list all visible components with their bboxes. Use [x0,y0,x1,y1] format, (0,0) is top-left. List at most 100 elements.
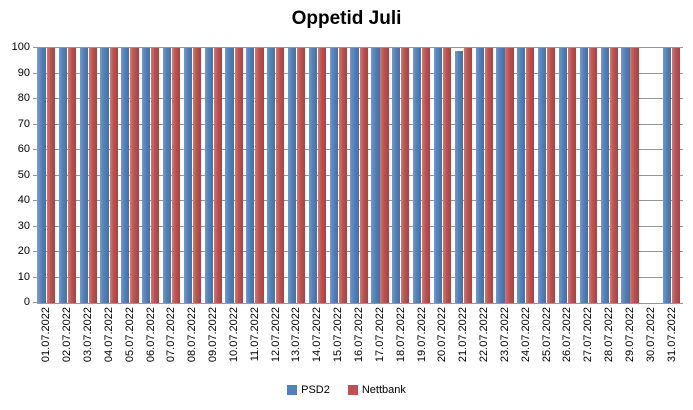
x-axis-label: 03.07.2022 [82,307,95,363]
bar-psd2-05.07.2022 [121,48,130,303]
bar-psd2-14.07.2022 [308,48,317,303]
x-axis-label: 12.07.2022 [269,307,282,363]
bar-nettbank-19.07.2022 [422,48,431,303]
x-axis-label: 30.07.2022 [644,307,657,363]
bar-nettbank-22.07.2022 [484,48,493,303]
y-axis-tick-label: 30 [17,219,30,232]
y-axis-tick-label: 70 [17,117,30,130]
bar-psd2-10.07.2022 [225,48,234,303]
bar-psd2-27.07.2022 [579,48,588,303]
x-axis-label: 05.07.2022 [123,307,136,363]
y-axis-tick-label: 100 [11,41,30,53]
bar-psd2-07.07.2022 [162,48,172,303]
x-axis-label: 02.07.2022 [61,307,74,363]
x-axis-label: 26.07.2022 [561,307,574,363]
legend-swatch-nettbank [347,385,358,395]
x-axis-label: 20.07.2022 [436,307,449,363]
bar-nettbank-31.07.2022 [672,48,681,303]
x-axis-label: 15.07.2022 [332,307,345,363]
y-axis-tick-label: 20 [17,245,30,257]
bar-nettbank-04.07.2022 [109,48,118,303]
y-axis-line [37,48,38,304]
bar-nettbank-23.07.2022 [505,48,514,303]
chart-title: Oppetid Juli [291,8,402,29]
x-axis-label: 23.07.2022 [498,307,511,363]
legend-label-nettbank: Nettbank [361,384,406,396]
bar-psd2-15.07.2022 [329,48,338,303]
bar-psd2-18.07.2022 [392,48,401,303]
y-axis-tick [33,174,37,176]
bar-psd2-03.07.2022 [79,48,88,303]
bar-nettbank-08.07.2022 [192,48,202,303]
bar-nettbank-05.07.2022 [130,48,139,303]
bar-nettbank-21.07.2022 [463,48,472,303]
bar-nettbank-13.07.2022 [297,48,306,303]
x-axis-label: 25.07.2022 [540,307,553,363]
y-axis-tick-label: 80 [17,92,30,104]
bar-nettbank-25.07.2022 [547,48,556,303]
bar-psd2-12.07.2022 [267,48,276,303]
bar-nettbank-29.07.2022 [630,48,639,303]
x-axis-label: 28.07.2022 [603,307,616,363]
bar-psd2-20.07.2022 [433,48,443,303]
bar-nettbank-12.07.2022 [276,48,285,303]
bar-psd2-26.07.2022 [558,48,568,303]
x-axis-label: 06.07.2022 [144,307,157,363]
bar-psd2-13.07.2022 [287,48,297,303]
legend-swatch-psd2 [287,385,298,395]
bar-psd2-31.07.2022 [663,48,672,303]
bar-nettbank-01.07.2022 [47,48,56,303]
bar-psd2-21.07.2022 [454,50,463,303]
bar-nettbank-17.07.2022 [380,48,389,303]
x-axis-label: 09.07.2022 [207,307,220,363]
bar-psd2-02.07.2022 [58,48,67,303]
x-axis-label: 17.07.2022 [373,307,386,363]
y-axis-tick [33,149,37,150]
x-axis-label: 07.07.2022 [165,307,178,363]
legend-label-psd2: PSD2 [301,384,330,396]
bar-psd2-06.07.2022 [142,48,151,303]
y-axis-tick-label: 60 [17,143,30,155]
bar-nettbank-28.07.2022 [609,48,618,303]
bar-psd2-29.07.2022 [621,48,630,303]
x-axis-label: 27.07.2022 [582,307,595,363]
bar-nettbank-06.07.2022 [151,48,160,303]
y-axis-tick [33,47,37,48]
bar-psd2-11.07.2022 [246,48,255,303]
x-axis-label: 14.07.2022 [311,307,324,363]
x-axis-label: 13.07.2022 [290,307,303,363]
bar-nettbank-27.07.2022 [588,48,597,303]
bar-nettbank-09.07.2022 [213,48,222,303]
y-axis-tick [33,200,37,201]
y-axis-tick [33,123,37,125]
x-axis-label: 11.07.2022 [248,307,261,362]
x-axis-label: 31.07.2022 [665,307,678,363]
bar-nettbank-10.07.2022 [234,48,243,303]
bar-psd2-25.07.2022 [538,48,547,303]
legend: PSD2 Nettbank [0,384,693,396]
bar-psd2-16.07.2022 [350,48,359,303]
x-axis-label: 01.07.2022 [40,307,53,363]
legend-item-nettbank: Nettbank [347,384,406,396]
bar-nettbank-14.07.2022 [317,48,327,303]
x-axis-label: 04.07.2022 [102,307,115,363]
y-axis-tick-label: 10 [17,270,30,283]
legend-item-psd2: PSD2 [287,384,330,396]
bar-nettbank-02.07.2022 [67,48,77,303]
x-axis-label: 22.07.2022 [478,307,491,363]
bar-nettbank-16.07.2022 [359,48,368,303]
x-axis-label: 18.07.2022 [394,307,407,363]
bar-psd2-22.07.2022 [475,48,484,303]
bar-psd2-01.07.2022 [37,48,47,303]
bar-nettbank-03.07.2022 [88,48,97,303]
x-axis-label: 08.07.2022 [186,307,199,363]
x-axis-label: 21.07.2022 [457,307,470,363]
bar-psd2-08.07.2022 [183,48,192,303]
gridline [37,47,683,49]
x-axis-label: 16.07.2022 [353,307,365,363]
y-axis-tick-label: 90 [17,66,30,79]
y-axis-tick [33,276,37,278]
bar-nettbank-26.07.2022 [567,48,577,303]
x-axis-line [37,303,683,304]
